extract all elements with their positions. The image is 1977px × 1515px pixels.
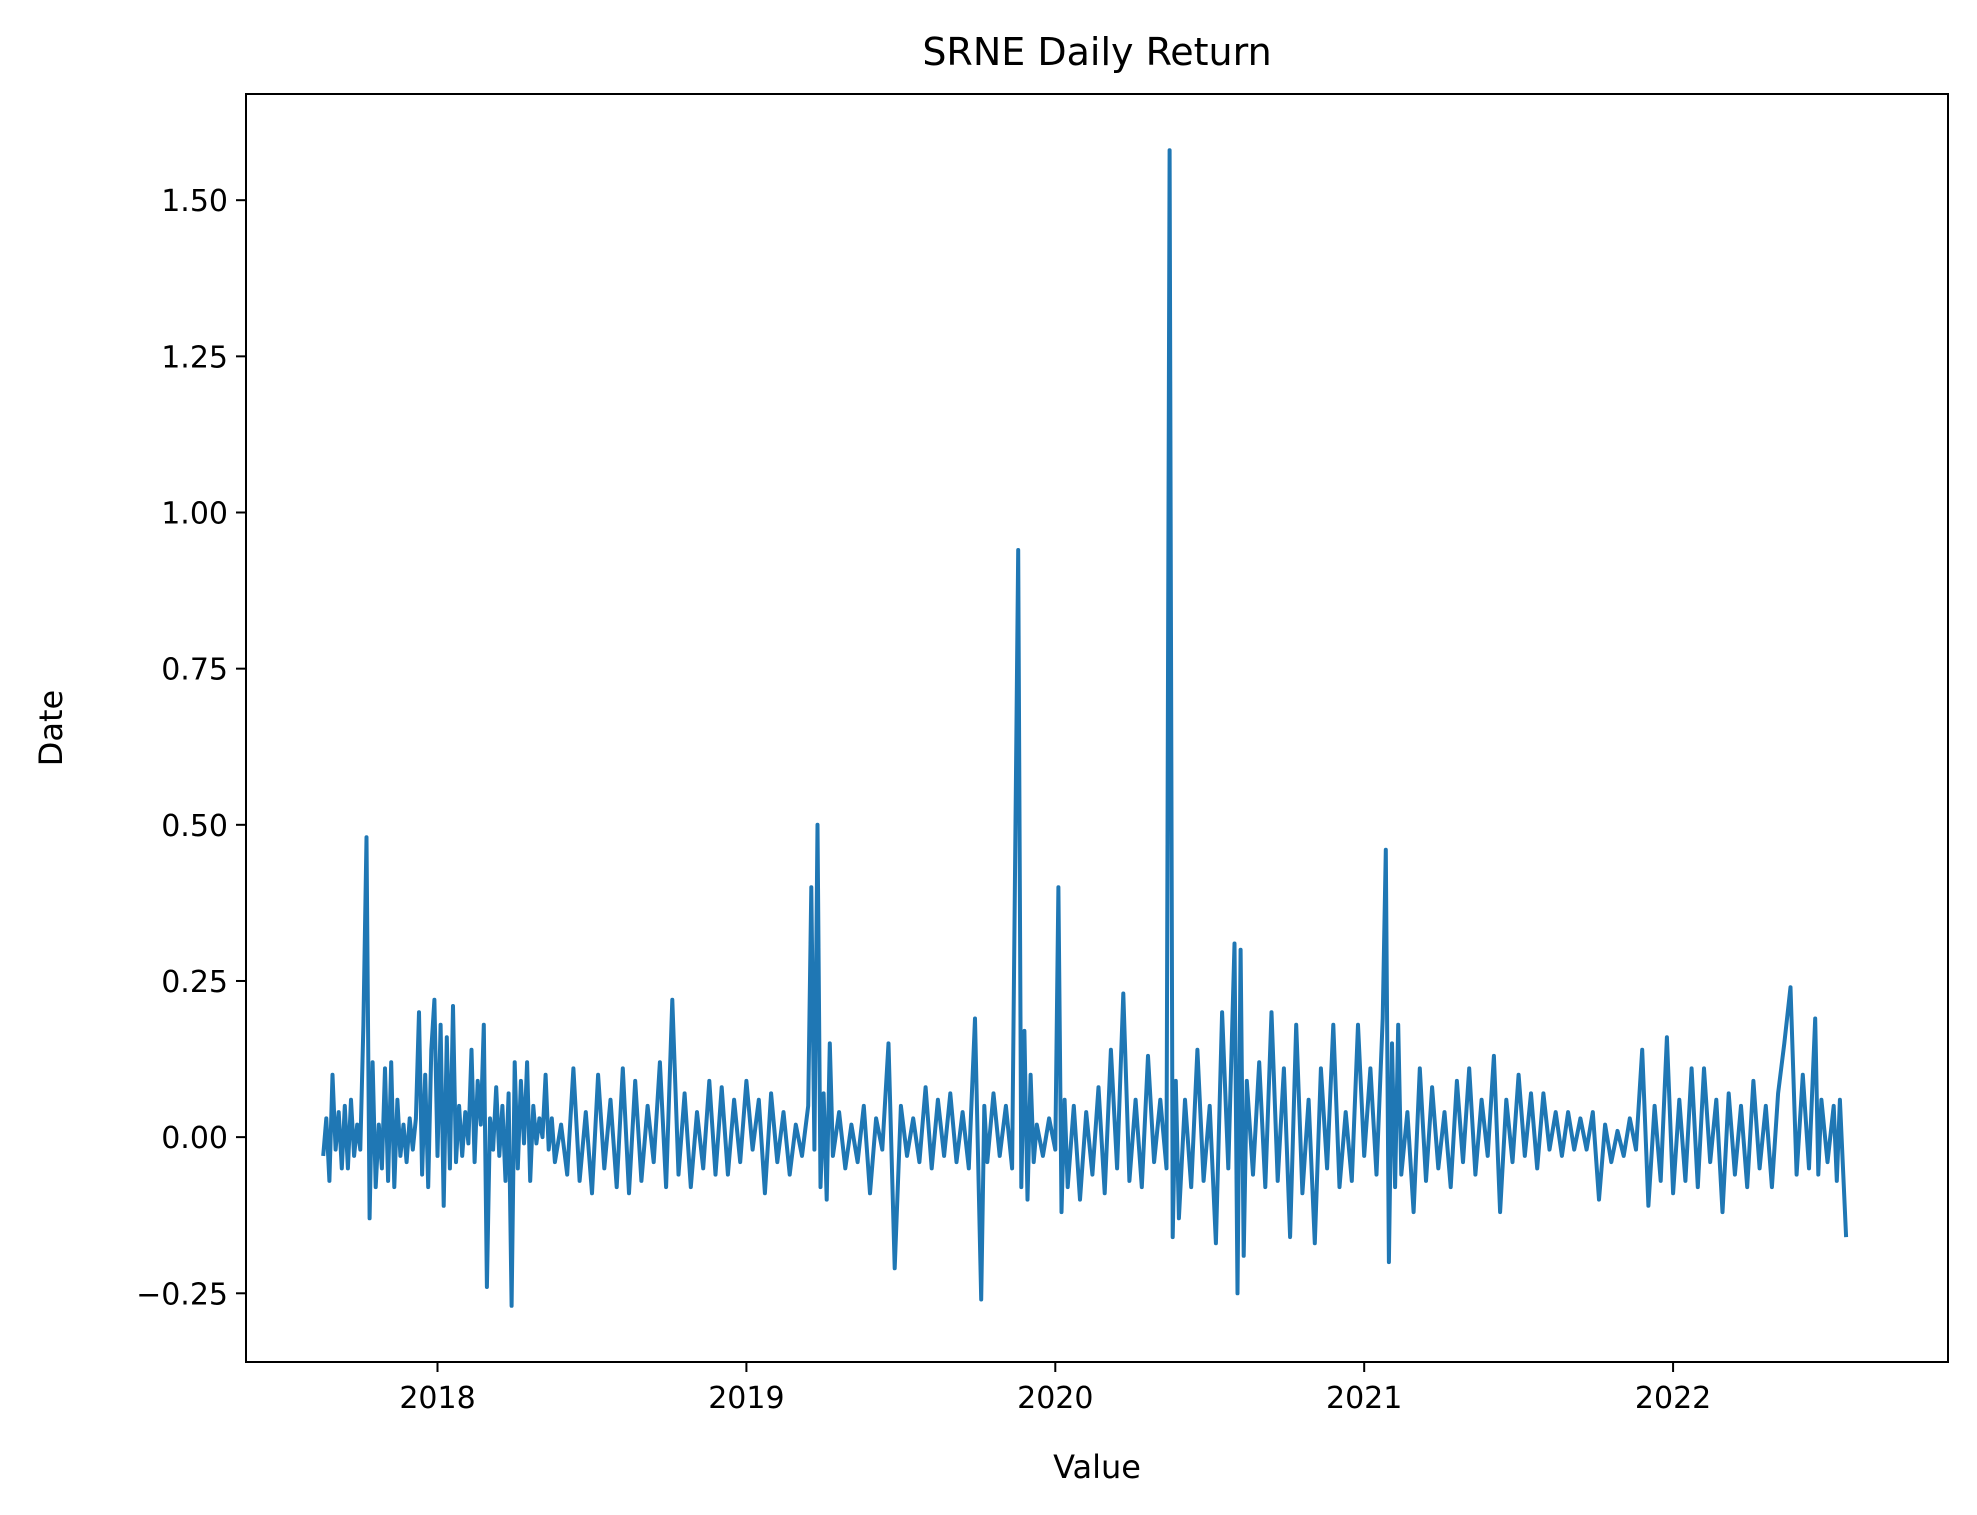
y-axis: −0.25 0.00 0.25 0.50 0.75 1.00 1.25 1.50 [136,184,246,1312]
x-tick-label: 2019 [708,1381,784,1416]
y-tick-label: 1.00 [161,497,228,532]
x-tick-label: 2018 [399,1381,475,1416]
y-tick-label: 1.25 [161,340,228,375]
y-tick-label: −0.25 [136,1277,228,1312]
x-axis: 2018 2019 2020 2021 2022 [399,1362,1711,1416]
x-tick-label: 2022 [1635,1381,1711,1416]
chart-title: SRNE Daily Return [922,30,1271,74]
x-axis-label: Value [1053,1448,1141,1486]
y-tick-label: 0.25 [161,965,228,1000]
series-line-srne [321,148,1849,1308]
x-tick-label: 2021 [1326,1381,1402,1416]
y-tick-label: 0.50 [161,809,228,844]
y-tick-label: 1.50 [161,184,228,219]
y-tick-label: 0.75 [161,653,228,688]
y-tick-label: 0.00 [161,1121,228,1156]
plot-area [245,93,1949,1363]
x-tick-label: 2020 [1017,1381,1093,1416]
y-axis-label: Date [32,690,70,766]
plot-frame [245,93,1949,1363]
